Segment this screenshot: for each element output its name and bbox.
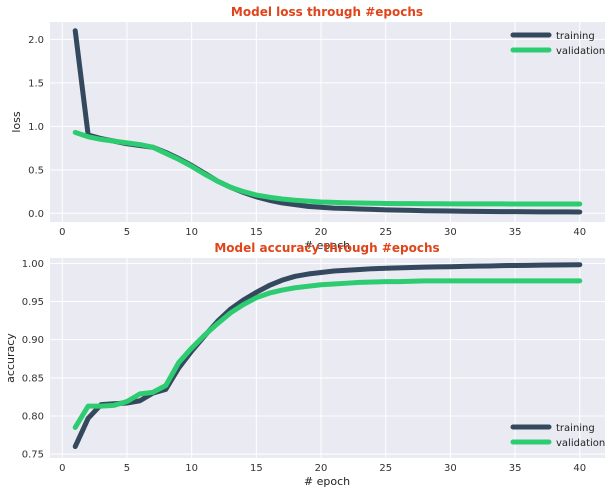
- loss-x-axis-label: # epoch: [304, 239, 350, 252]
- loss-x-tick-label: 20: [315, 227, 328, 238]
- loss-y-ticks: 0.0 0.5 1.0 1.5 2.0: [28, 35, 44, 220]
- accuracy-x-tick-label: 10: [185, 463, 198, 474]
- accuracy-series: [72, 262, 583, 450]
- loss-x-tick-label: 10: [185, 227, 198, 238]
- accuracy-legend: training validation: [510, 423, 605, 449]
- loss-legend-label-training: training: [556, 31, 595, 42]
- accuracy-y-tick-label: 0.90: [22, 335, 44, 346]
- loss-y-tick-label: 0.0: [28, 209, 44, 220]
- loss-x-tick-label: 5: [124, 227, 130, 238]
- accuracy-x-tick-label: 20: [315, 463, 328, 474]
- loss-legend-label-validation: validation: [556, 46, 605, 57]
- loss-x-ticks: 0 5 10 15 20 25 30 35 40: [59, 227, 586, 238]
- loss-series: [72, 28, 583, 215]
- loss-chart-title: Model loss through #epochs: [231, 5, 423, 19]
- accuracy-x-tick-label: 35: [509, 463, 522, 474]
- loss-y-tick-label: 2.0: [28, 35, 44, 46]
- loss-y-tick-label: 1.5: [28, 78, 44, 89]
- loss-x-tick-label: 25: [379, 227, 392, 238]
- accuracy-y-tick-label: 1.00: [22, 259, 44, 270]
- accuracy-legend-label-validation: validation: [556, 438, 605, 449]
- loss-y-axis-label: loss: [10, 111, 23, 133]
- loss-x-tick-label: 15: [250, 227, 263, 238]
- accuracy-chart-title: Model accuracy through #epochs: [214, 241, 439, 255]
- loss-x-tick-label: 35: [509, 227, 522, 238]
- accuracy-legend-label-training: training: [556, 423, 595, 434]
- loss-x-tick-label: 0: [59, 227, 65, 238]
- accuracy-y-axis-label: accuracy: [4, 333, 17, 383]
- accuracy-y-tick-label: 0.85: [22, 373, 44, 384]
- loss-chart: 0 5 10 15 20 25 30 35 40 0.0 0.5 1.0 1.5 2.0 Model l…: [10, 5, 605, 252]
- loss-plot-area: [50, 22, 605, 222]
- accuracy-y-tick-label: 0.95: [22, 297, 44, 308]
- accuracy-x-axis-label: # epoch: [304, 475, 350, 488]
- accuracy-x-tick-label: 0: [59, 463, 65, 474]
- accuracy-x-tick-label: 40: [573, 463, 586, 474]
- accuracy-line-validation: [72, 278, 583, 430]
- accuracy-y-tick-label: 0.75: [22, 450, 44, 461]
- loss-x-tick-label: 30: [444, 227, 457, 238]
- accuracy-y-ticks: 0.75 0.80 0.85 0.90 0.95 1.00: [22, 259, 44, 461]
- loss-legend: training validation: [510, 31, 605, 57]
- accuracy-x-ticks: 0 5 10 15 20 25 30 35 40: [59, 463, 586, 474]
- loss-y-tick-label: 1.0: [28, 122, 44, 133]
- loss-y-tick-label: 0.5: [28, 165, 44, 176]
- accuracy-x-tick-label: 15: [250, 463, 263, 474]
- accuracy-y-tick-label: 0.80: [22, 412, 44, 423]
- loss-line-validation: [72, 129, 583, 207]
- accuracy-chart: 0 5 10 15 20 25 30 35 40 0.75 0.80 0.85 0.90 0.95 1.0…: [4, 241, 605, 488]
- accuracy-x-tick-label: 30: [444, 463, 457, 474]
- accuracy-x-tick-label: 25: [379, 463, 392, 474]
- loss-x-tick-label: 40: [573, 227, 586, 238]
- accuracy-x-tick-label: 5: [124, 463, 130, 474]
